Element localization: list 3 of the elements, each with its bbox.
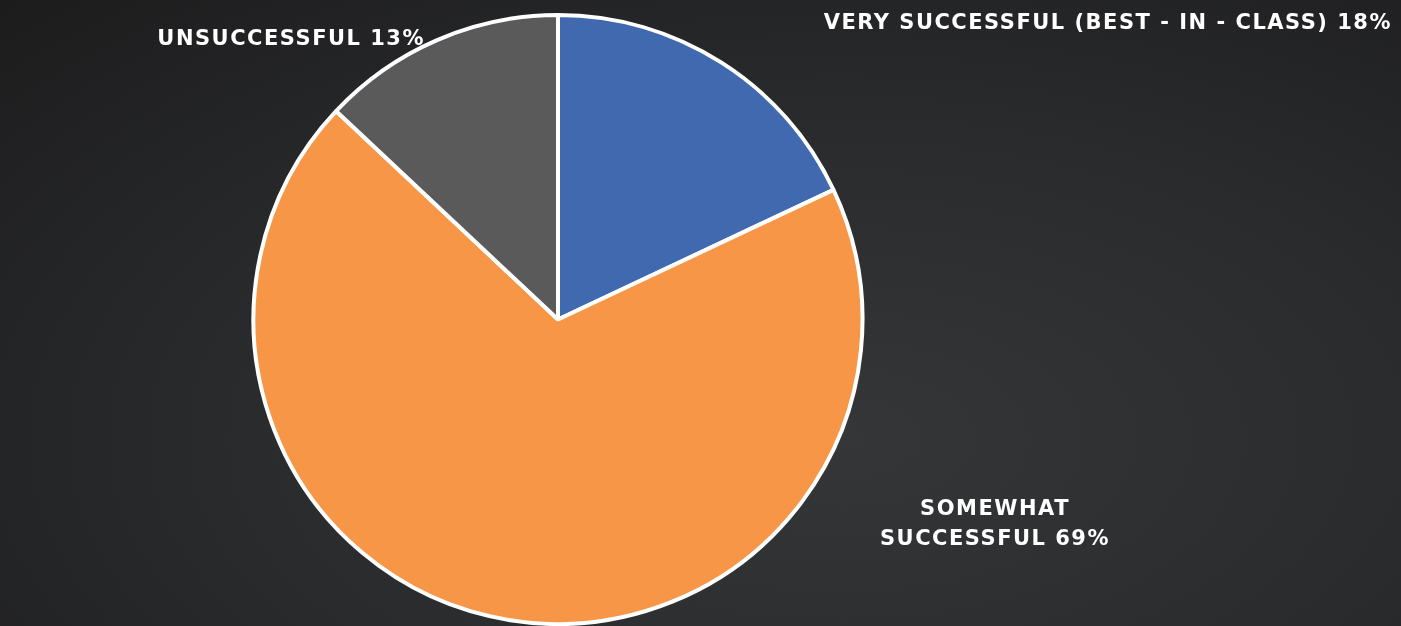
slice-label: UNSUCCESSFUL 13% [157, 26, 425, 51]
slice-label: VERY SUCCESSFUL (BEST - IN - CLASS) 18% [823, 10, 1392, 35]
slice-label: SOMEWHAT SUCCESSFUL 69% [879, 496, 1111, 551]
